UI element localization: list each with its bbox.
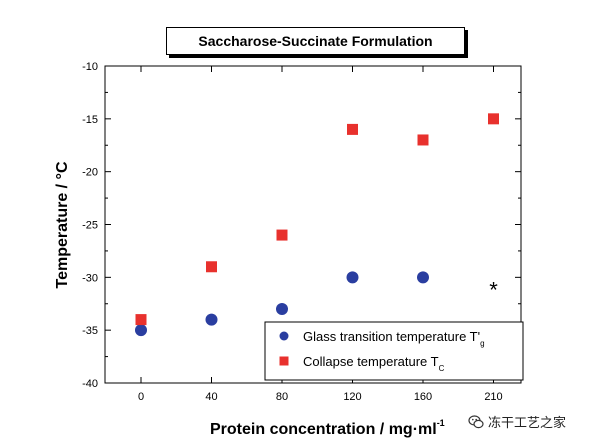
- data-point-glass-transition: [205, 313, 218, 326]
- data-point-glass-transition: [346, 271, 359, 284]
- data-point-collapse: [276, 229, 288, 241]
- y-tick-label: -25: [82, 220, 98, 232]
- legend-label-subscript: g: [480, 339, 484, 348]
- y-tick-label: -35: [82, 325, 98, 337]
- x-axis-label: Protein concentration / mg·ml-1: [210, 418, 445, 439]
- chart-title: Saccharose-Succinate Formulation: [166, 27, 465, 55]
- wechat-icon: [468, 414, 484, 428]
- legend-box: [264, 321, 524, 381]
- y-tick-label: -30: [82, 272, 98, 284]
- y-ticks: -10 -15 -20 -25 -30 -35 -40: [82, 61, 521, 390]
- data-point-glass-transition: [135, 324, 147, 337]
- y-axis-label: Temperature / °C: [54, 161, 71, 289]
- data-point-collapse: [347, 123, 358, 135]
- data-point-collapse: [135, 314, 147, 326]
- data-point-collapse: [417, 134, 429, 146]
- x-axis-label-text: Protein concentration / mg·ml: [210, 421, 437, 438]
- data-marks: [135, 113, 499, 337]
- x-ticks: 0 40 80 120 160 210: [138, 66, 503, 403]
- y-tick-label: -40: [82, 378, 98, 390]
- data-point-collapse: [488, 113, 499, 125]
- data-point-glass-transition: [417, 271, 429, 284]
- legend-label: Glass transition temperature T'g: [303, 329, 485, 348]
- x-tick-label: 160: [414, 391, 432, 403]
- data-point-glass-transition: [276, 303, 288, 316]
- y-tick-label: -15: [82, 114, 98, 126]
- data-point-collapse: [206, 261, 217, 273]
- x-tick-label: 210: [484, 391, 502, 403]
- x-axis-label-superscript: -1: [436, 418, 445, 428]
- legend-marker-square: [279, 356, 289, 366]
- watermark: 冻干工艺之家: [468, 412, 566, 431]
- legend-label-subscript: C: [439, 364, 445, 373]
- x-tick-label: 120: [343, 391, 361, 403]
- annotation-asterisk: *: [489, 278, 498, 303]
- y-tick-label: -10: [82, 61, 98, 73]
- legend-marker-circle: [279, 331, 289, 341]
- watermark-text: 冻干工艺之家: [488, 415, 567, 430]
- legend: Glass transition temperature T'g Collapse…: [264, 321, 524, 381]
- y-tick-label: -20: [82, 167, 98, 179]
- annotations: *: [489, 278, 498, 303]
- x-tick-label: 0: [138, 391, 144, 403]
- x-tick-label: 80: [276, 391, 288, 403]
- legend-label: Collapse temperature TC: [303, 354, 445, 373]
- x-tick-label: 40: [205, 391, 217, 403]
